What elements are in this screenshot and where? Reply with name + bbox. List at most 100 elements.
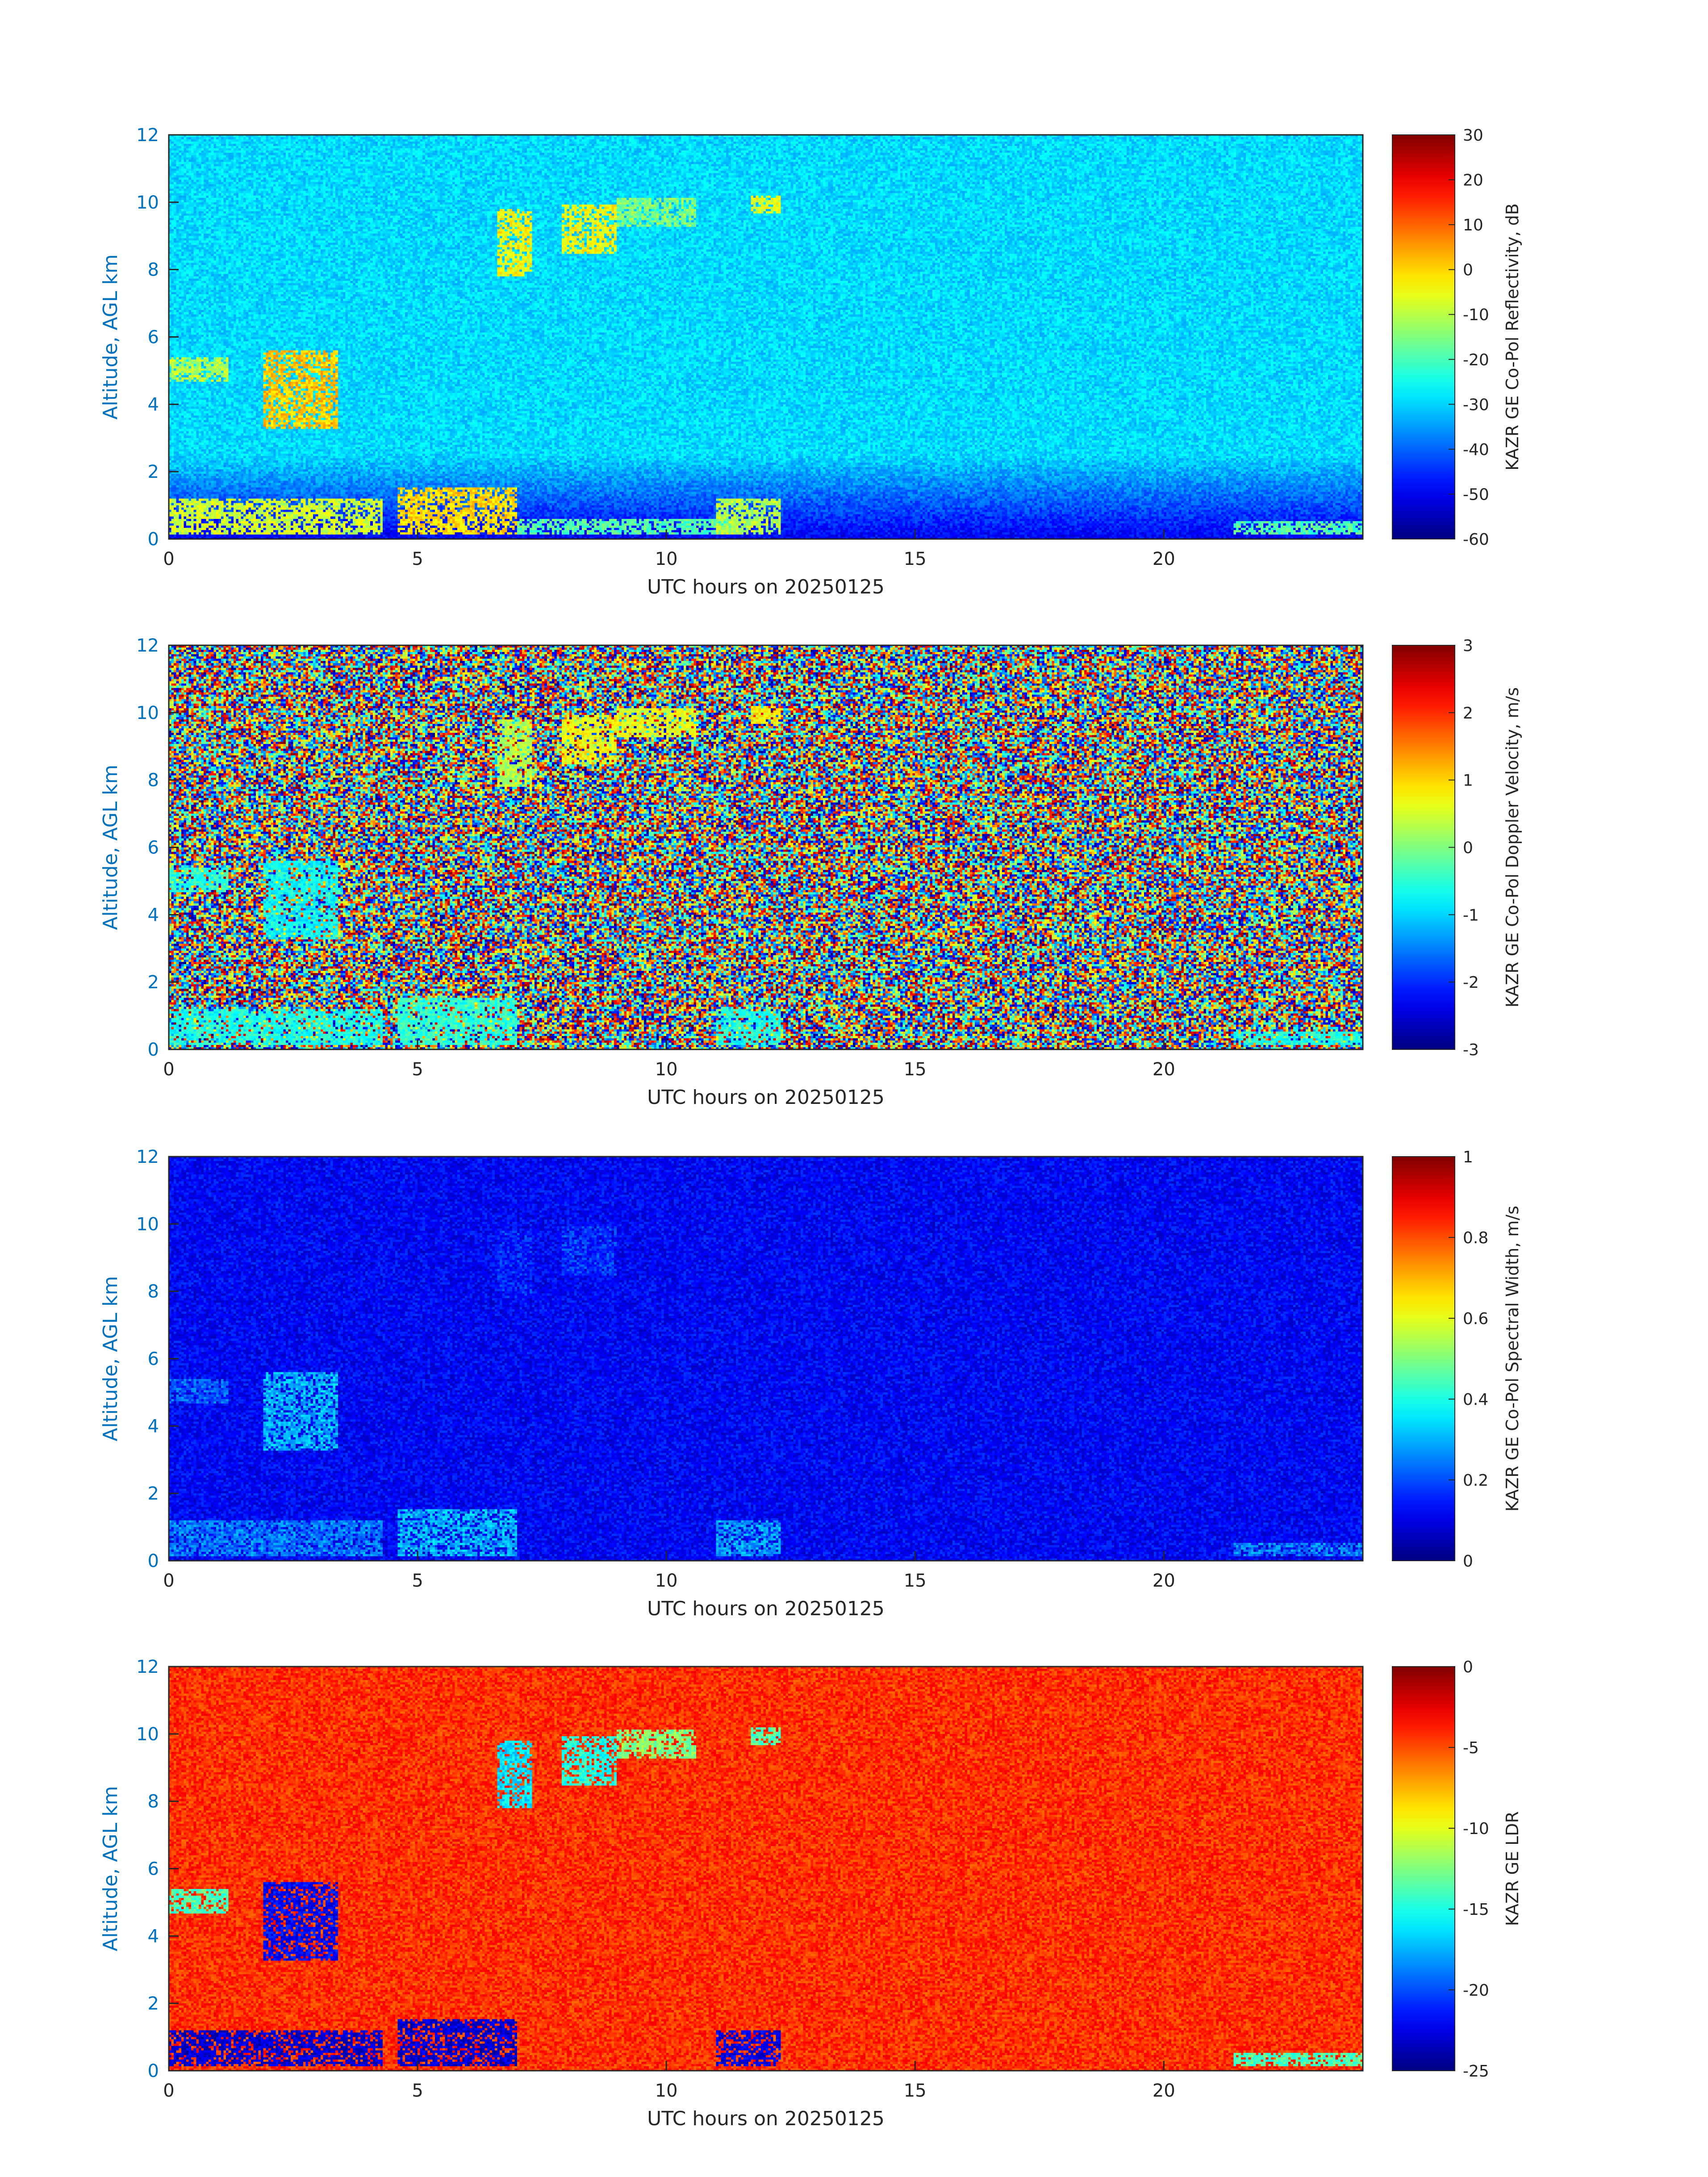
colorbar-tick-label: 0.4 bbox=[1463, 1391, 1488, 1409]
colorbar-tick-label: 1 bbox=[1463, 1148, 1473, 1166]
y-tick-label: 8 bbox=[148, 1792, 159, 1812]
y-tick-label: 0 bbox=[148, 2061, 159, 2081]
x-tick-label: 20 bbox=[1153, 2081, 1175, 2101]
x-tick-label: 15 bbox=[904, 2081, 927, 2101]
colorbar-tick-label: -30 bbox=[1463, 396, 1489, 414]
colorbar-label: KAZR GE Co-Pol Doppler Velocity, m/s bbox=[1503, 687, 1522, 1007]
x-tick-label: 15 bbox=[904, 549, 927, 569]
y-tick-label: 6 bbox=[148, 1859, 159, 1880]
y-tick-label: 2 bbox=[148, 462, 159, 482]
colorbar-tick-label: -15 bbox=[1463, 1901, 1489, 1919]
x-tick-label: 0 bbox=[163, 1059, 174, 1080]
x-tick-label: 10 bbox=[655, 1059, 678, 1080]
y-tick-label: 8 bbox=[148, 1282, 159, 1302]
y-tick-label: 12 bbox=[136, 1147, 159, 1167]
y-axis-label: Altitude, AGL km bbox=[99, 1786, 122, 1951]
y-tick-label: 0 bbox=[148, 529, 159, 550]
colorbar-tick-label: 0 bbox=[1463, 1552, 1473, 1571]
colorbar-tick-label: -60 bbox=[1463, 531, 1489, 549]
y-tick-label: 4 bbox=[148, 905, 159, 925]
colorbar-tick-label: 0.8 bbox=[1463, 1229, 1488, 1247]
y-tick-label: 10 bbox=[136, 192, 159, 213]
y-tick-label: 4 bbox=[148, 1926, 159, 1947]
y-tick-label: 12 bbox=[136, 635, 159, 656]
colorbar-tick-label: 0 bbox=[1463, 1658, 1473, 1676]
y-tick-label: 8 bbox=[148, 260, 159, 280]
y-tick-label: 0 bbox=[148, 1551, 159, 1571]
colorbar-label: KAZR GE Co-Pol Spectral Width, m/s bbox=[1503, 1206, 1522, 1512]
y-tick-label: 2 bbox=[148, 1993, 159, 2014]
colorbar-label: KAZR GE LDR bbox=[1503, 1811, 1522, 1926]
x-axis-label: UTC hours on 20250125 bbox=[647, 576, 885, 598]
heatmap-raster bbox=[169, 1157, 1363, 1561]
y-tick-label: 8 bbox=[148, 770, 159, 791]
x-tick-label: 15 bbox=[904, 1059, 927, 1080]
colorbar-tick-label: 0 bbox=[1463, 261, 1473, 280]
y-tick-label: 6 bbox=[148, 1349, 159, 1370]
y-tick-label: 10 bbox=[136, 703, 159, 723]
y-axis-label: Altitude, AGL km bbox=[99, 254, 122, 419]
y-tick-label: 2 bbox=[148, 972, 159, 993]
colorbar-tick-label: -1 bbox=[1463, 906, 1479, 924]
colorbar-tick-label: -2 bbox=[1463, 974, 1479, 992]
y-tick-label: 6 bbox=[148, 838, 159, 858]
colorbar-tick-label: -40 bbox=[1463, 441, 1489, 459]
colorbar-gradient bbox=[1392, 1156, 1455, 1561]
colorbar: 3 2 1 0 -1 -2 -3 KAZR GE Co-Pol Doppler Velocit… bbox=[1392, 637, 1522, 1059]
colorbar-tick-label: 2 bbox=[1463, 704, 1473, 723]
x-tick-label: 0 bbox=[163, 2081, 174, 2101]
x-tick-label: 5 bbox=[412, 549, 423, 569]
y-tick-label: 2 bbox=[148, 1483, 159, 1504]
heatmap-raster bbox=[169, 1667, 1363, 2071]
colorbar-tick-label: -3 bbox=[1463, 1041, 1479, 1059]
panel-1: 0 5 10 15 20 0 2 4 6 8 10 12 UTC hours on 20250125 Al… bbox=[99, 125, 1522, 598]
colorbar-tick-label: 1 bbox=[1463, 772, 1473, 790]
colorbar: 0 -5 -10 -15 -20 -25 KAZR GE LDR bbox=[1392, 1658, 1522, 2081]
x-tick-label: 20 bbox=[1153, 1059, 1175, 1080]
colorbar-tick-label: 3 bbox=[1463, 637, 1473, 655]
y-tick-label: 10 bbox=[136, 1214, 159, 1235]
colorbar: 30 20 10 0 -10 -20 -30 -40 -50 -60 KAZR GE Co-Pol … bbox=[1392, 126, 1522, 549]
colorbar-tick-label: -10 bbox=[1463, 306, 1489, 324]
colorbar-tick-label: 20 bbox=[1463, 171, 1483, 190]
colorbar-tick-label: -50 bbox=[1463, 485, 1489, 504]
colorbar-tick-label: -25 bbox=[1463, 2062, 1489, 2081]
colorbar-tick-label: 0.2 bbox=[1463, 1471, 1488, 1490]
colorbar-tick-label: 0.6 bbox=[1463, 1310, 1488, 1328]
x-axis-label: UTC hours on 20250125 bbox=[647, 1597, 885, 1620]
colorbar-tick-label: -20 bbox=[1463, 351, 1489, 369]
x-tick-label: 0 bbox=[163, 549, 174, 569]
x-tick-label: 5 bbox=[412, 2081, 423, 2101]
x-tick-label: 10 bbox=[655, 1571, 678, 1591]
x-axis-label: UTC hours on 20250125 bbox=[647, 2107, 885, 2130]
y-tick-label: 4 bbox=[148, 394, 159, 415]
colorbar: 1 0.8 0.6 0.4 0.2 0 KAZR GE Co-Pol Spectral Wi… bbox=[1392, 1148, 1522, 1571]
y-tick-label: 12 bbox=[136, 1657, 159, 1677]
y-tick-label: 12 bbox=[136, 125, 159, 146]
x-tick-label: 5 bbox=[412, 1571, 423, 1591]
heatmap-raster bbox=[169, 645, 1363, 1049]
x-axis-label: UTC hours on 20250125 bbox=[647, 1086, 885, 1109]
y-axis-label: Altitude, AGL km bbox=[99, 765, 122, 930]
colorbar-gradient bbox=[1392, 134, 1455, 539]
colorbar-gradient bbox=[1392, 1666, 1455, 2071]
panel-4: 0 5 10 15 20 0 2 4 6 8 10 12 UTC hours on 20250125 Al… bbox=[99, 1657, 1522, 2130]
colorbar-label: KAZR GE Co-Pol Reflectivity, dB bbox=[1503, 203, 1522, 470]
x-tick-label: 20 bbox=[1153, 1571, 1175, 1591]
x-tick-label: 5 bbox=[412, 1059, 423, 1080]
colorbar-tick-label: -10 bbox=[1463, 1820, 1489, 1838]
y-tick-label: 6 bbox=[148, 327, 159, 348]
colorbar-tick-label: 0 bbox=[1463, 839, 1473, 857]
x-tick-label: 0 bbox=[163, 1571, 174, 1591]
colorbar-gradient bbox=[1392, 645, 1455, 1050]
colorbar-tick-label: 30 bbox=[1463, 126, 1483, 145]
y-tick-label: 4 bbox=[148, 1416, 159, 1437]
x-tick-label: 15 bbox=[904, 1571, 927, 1591]
colorbar-tick-label: -5 bbox=[1463, 1739, 1479, 1757]
x-tick-label: 10 bbox=[655, 549, 678, 569]
colorbar-tick-label: 10 bbox=[1463, 216, 1483, 234]
y-tick-label: 10 bbox=[136, 1724, 159, 1745]
